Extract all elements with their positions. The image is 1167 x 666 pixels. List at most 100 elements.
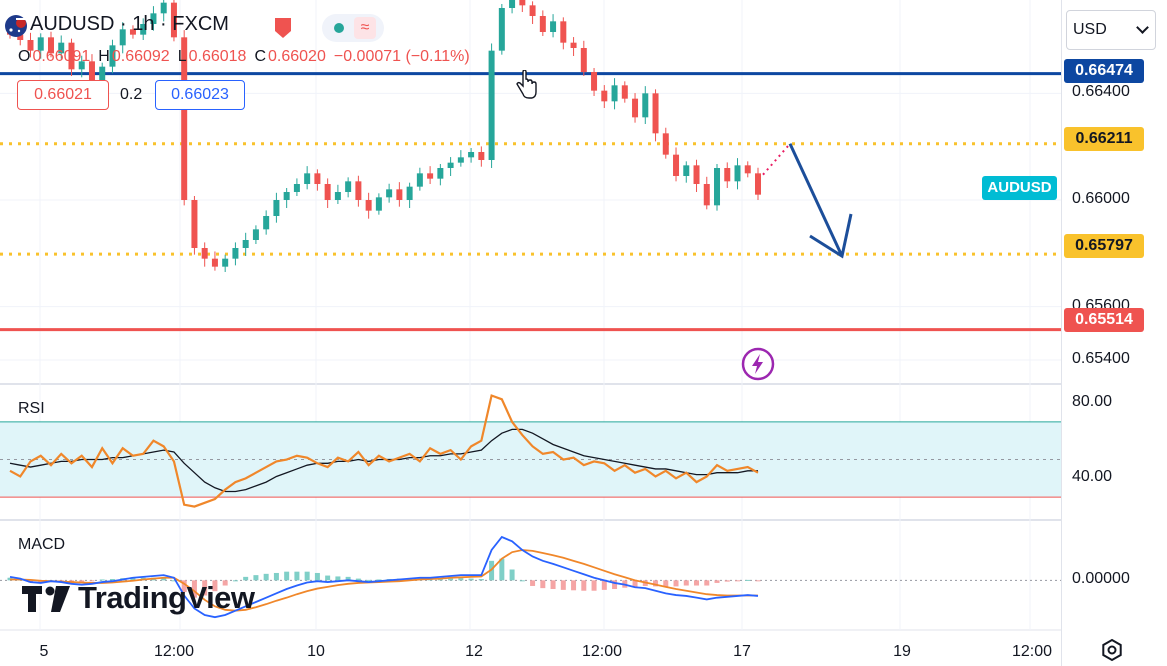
candle-body bbox=[222, 258, 229, 267]
macd-hist-bar bbox=[99, 579, 105, 581]
macd-hist-bar bbox=[724, 580, 730, 582]
candle-body bbox=[478, 152, 485, 160]
h-value: 0.66092 bbox=[111, 48, 170, 65]
candle-body bbox=[140, 24, 147, 35]
macd-hist-bar bbox=[253, 575, 259, 581]
candle-body bbox=[304, 173, 311, 184]
candle-body bbox=[47, 37, 54, 54]
macd-hist-bar bbox=[694, 580, 700, 586]
macd-hist-bar bbox=[530, 580, 536, 586]
candle-body bbox=[191, 200, 198, 248]
macd-hist-bar bbox=[755, 580, 761, 582]
l-value: 0.66018 bbox=[188, 48, 247, 65]
macd-hist-bar bbox=[263, 573, 269, 581]
candle-body bbox=[109, 45, 116, 67]
symbol-ticker: AUDUSD bbox=[30, 13, 115, 35]
candle-body bbox=[283, 192, 290, 200]
candle-body bbox=[334, 192, 341, 200]
candle-body bbox=[263, 216, 270, 230]
candle-body bbox=[314, 173, 321, 184]
symbol-legend[interactable]: AUDUSD · 1h · FXCM bbox=[30, 13, 229, 36]
macd-line bbox=[9, 535, 759, 619]
candle-body bbox=[37, 37, 44, 51]
macd-hist-bar bbox=[222, 580, 228, 586]
candle-body bbox=[642, 93, 649, 118]
candle-body bbox=[427, 173, 434, 179]
candle-body bbox=[539, 16, 546, 32]
candle-body bbox=[170, 2, 177, 38]
flag-marker-icon[interactable] bbox=[274, 16, 294, 42]
time-tick: 12:00 bbox=[582, 643, 622, 660]
price-axis[interactable] bbox=[1061, 0, 1167, 666]
candle-body bbox=[570, 42, 577, 48]
macd-hist-bar bbox=[355, 578, 361, 581]
rsi-tick: 40.00 bbox=[1072, 468, 1113, 486]
candle-body bbox=[78, 61, 85, 70]
macd-hist-bar bbox=[161, 577, 167, 581]
rsi-line bbox=[9, 394, 759, 508]
candle-body bbox=[375, 197, 382, 211]
wave-icon: ≈ bbox=[354, 17, 376, 39]
macd-label: MACD bbox=[18, 536, 66, 553]
candle-body bbox=[416, 173, 423, 187]
macd-hist-bar bbox=[294, 571, 300, 581]
spread-value: 0.2 bbox=[120, 86, 143, 103]
macd-signal-line bbox=[10, 549, 758, 612]
macd-hist-bar bbox=[376, 579, 382, 581]
brand-name: TradingView bbox=[78, 580, 255, 615]
tv-logo-icon bbox=[22, 586, 70, 612]
time-tick: 10 bbox=[307, 643, 325, 660]
candle-body bbox=[68, 42, 75, 70]
gear-icon[interactable] bbox=[1100, 638, 1124, 662]
ohlc-readout: O 0.66091 H 0.66092 L 0.66018 C 0.66020 −0.00071… bbox=[18, 48, 472, 66]
macd-hist-bar bbox=[653, 580, 659, 587]
candle-body bbox=[58, 42, 65, 54]
candle-body bbox=[683, 165, 690, 176]
candle-body bbox=[386, 189, 393, 198]
candle-body bbox=[714, 168, 721, 206]
legend-sep: · bbox=[114, 13, 133, 35]
macd-tick: 0.00000 bbox=[1072, 570, 1130, 588]
candle-body bbox=[580, 48, 587, 72]
candle-body bbox=[498, 8, 505, 51]
candle-body bbox=[611, 85, 618, 102]
macd-hist-bar bbox=[509, 569, 515, 581]
change-value: −0.00071 (−0.11%) bbox=[333, 48, 470, 65]
status-pill[interactable]: ≈ bbox=[322, 14, 384, 42]
candle-body bbox=[273, 200, 280, 216]
macd-hist-bar bbox=[304, 571, 310, 581]
level-badge-lower: 0.65797 bbox=[1064, 234, 1144, 258]
projection-arrow bbox=[788, 143, 844, 257]
status-dot-icon bbox=[334, 23, 344, 33]
time-tick: 12 bbox=[465, 643, 483, 660]
macd-hist-bar bbox=[171, 580, 177, 582]
macd-hist-bar bbox=[581, 580, 587, 591]
macd-hist-bar bbox=[704, 580, 710, 586]
rsi-tick: 80.00 bbox=[1072, 393, 1113, 411]
macd-hist-bar bbox=[560, 580, 566, 590]
candle-body bbox=[529, 5, 536, 16]
projection-dots bbox=[762, 143, 791, 176]
l-label: L bbox=[177, 48, 187, 65]
level-badge-red: 0.65514 bbox=[1064, 308, 1144, 332]
c-value: 0.66020 bbox=[268, 48, 326, 65]
macd-hist-bar bbox=[345, 576, 351, 581]
candle-body bbox=[457, 157, 464, 163]
macd-hist-bar bbox=[601, 580, 607, 590]
macd-hist-bar bbox=[540, 580, 546, 589]
time-tick: 19 bbox=[893, 643, 911, 660]
macd-hist-bar bbox=[284, 571, 290, 581]
lightning-icon[interactable] bbox=[741, 347, 775, 381]
sell-button[interactable]: 0.66021 bbox=[17, 80, 109, 110]
buy-button[interactable]: 0.66023 bbox=[155, 80, 245, 110]
candle-body bbox=[755, 173, 761, 195]
macd-hist-bar bbox=[478, 579, 484, 581]
currency-select[interactable]: USD bbox=[1066, 10, 1156, 50]
chart-canvas[interactable]: 5 12:00 10 12 12:00 17 19 12:00 bbox=[0, 0, 1061, 666]
candle-body bbox=[406, 186, 413, 200]
time-tick: 12:00 bbox=[1012, 643, 1052, 660]
candle-body bbox=[150, 13, 157, 24]
time-tick: 17 bbox=[733, 643, 751, 660]
candle-body bbox=[468, 152, 475, 158]
